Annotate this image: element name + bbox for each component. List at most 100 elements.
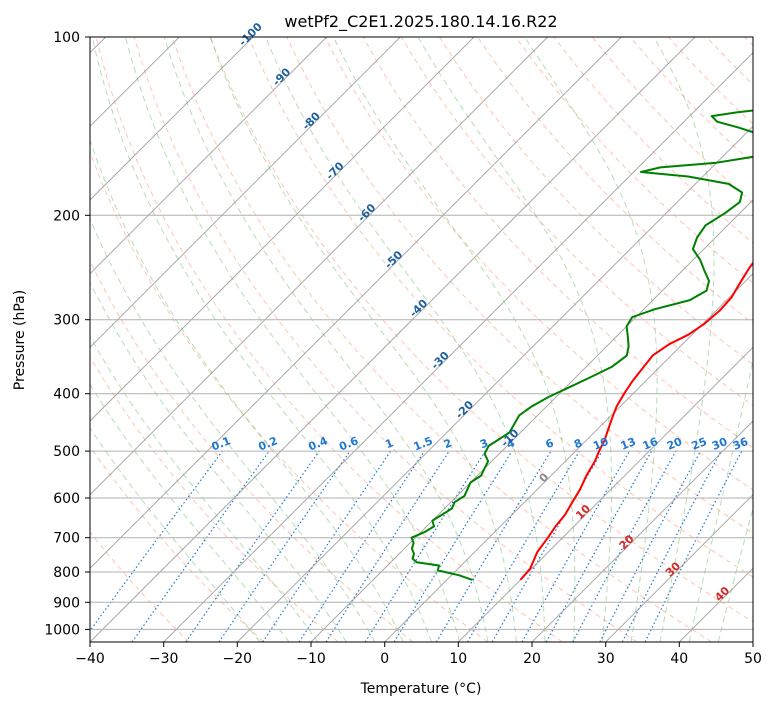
mixing-ratio-label: 1 [383, 436, 395, 451]
mixing-ratio-line [298, 450, 425, 642]
dry-adiabat-line [400, 37, 753, 407]
x-tick-label: −30 [149, 651, 179, 667]
x-tick-label: 20 [523, 651, 541, 667]
y-tick-label: 1000 [44, 622, 80, 638]
dry-adiabat-line [171, 37, 712, 642]
moist-adiabat-line [524, 37, 658, 642]
x-tick-label: 30 [597, 651, 615, 667]
isotherm-line [90, 37, 622, 570]
sounding-series [410, 109, 753, 581]
x-tick-label: −20 [223, 651, 253, 667]
dry-adiabat-line [95, 37, 563, 642]
dry-adiabat-line [438, 37, 753, 366]
mixing-ratio-line [545, 450, 653, 642]
x-tick-label: 50 [744, 651, 762, 667]
mixing-ratio-line [393, 450, 513, 642]
moist-adiabat-line [90, 281, 347, 642]
temperature-profile-line [519, 261, 753, 581]
moist-adiabat-line [332, 37, 576, 642]
isotherm-line [90, 37, 475, 422]
dry-adiabat-line [90, 531, 190, 642]
mixing-ratio-lines [90, 450, 743, 642]
y-axis-ticks: 100 200 300 400 500 600 700 800 900 1000 [44, 30, 90, 638]
moist-adiabat-line [90, 335, 319, 642]
mixing-ratio-line [572, 450, 677, 642]
dewpoint-profile-line [410, 109, 753, 581]
mixing-ratio-label: 30 [710, 435, 729, 453]
mixing-ratio-line [644, 450, 743, 642]
mixing-ratio-label: 3 [478, 436, 490, 451]
mixing-ratio-label: 10 [591, 435, 610, 453]
y-tick-label: 800 [53, 565, 80, 581]
moist-adiabat-line [717, 506, 753, 642]
mixing-ratio-line [218, 450, 351, 642]
mixing-ratio-line [521, 450, 631, 642]
moist-adiabat-line [417, 37, 612, 642]
isotherm-line [90, 37, 328, 275]
dry-adiabats [90, 37, 753, 642]
moist-adiabat-line [653, 37, 715, 642]
moist-adiabat-line [90, 427, 261, 642]
mixing-ratio-line [262, 450, 392, 642]
dry-adiabat-line [515, 37, 753, 284]
dry-adiabat-line [90, 356, 339, 642]
plot-area [90, 37, 753, 642]
mixing-ratio-label: 13 [619, 435, 638, 453]
dry-adiabat-line [210, 37, 753, 623]
plot-background [90, 37, 753, 642]
mixing-ratio-line [90, 450, 223, 632]
mixing-ratio-label: 20 [665, 435, 684, 453]
moist-adiabat-line [90, 383, 290, 642]
moist-adiabat-line [90, 217, 376, 642]
mixing-ratio-label: 16 [641, 435, 660, 453]
y-tick-label: 500 [53, 444, 80, 460]
y-tick-label: 400 [53, 387, 80, 403]
moist-adiabat-line [90, 138, 404, 642]
isotherm-line [752, 641, 753, 642]
isotherm-line [236, 125, 753, 642]
mixing-ratio-label: 25 [690, 435, 709, 453]
isotherm-line [605, 493, 753, 642]
moist-adiabat-line [125, 37, 461, 642]
dry-adiabat-line [90, 150, 488, 642]
mixing-ratio-line [131, 450, 270, 642]
isotherm-line [531, 420, 753, 642]
moist-adiabat-line [209, 37, 517, 642]
pressure-gridlines [90, 37, 753, 630]
y-tick-label: 700 [53, 531, 80, 547]
isotherm-line [163, 51, 753, 642]
x-tick-label: −40 [75, 651, 105, 667]
y-axis-label: Pressure (hPa) [12, 290, 28, 390]
isotherm-line [90, 37, 254, 201]
y-tick-label: 900 [53, 595, 80, 611]
y-tick-label: 200 [53, 208, 80, 224]
x-axis-ticks: −40 −30 −20 −10 0 10 20 30 40 50 [75, 642, 762, 667]
mixing-ratio-line [185, 450, 320, 642]
mixing-ratio-label: 36 [731, 435, 750, 453]
y-tick-label: 600 [53, 491, 80, 507]
x-tick-label: 40 [670, 651, 688, 667]
moist-adiabat-line [688, 358, 753, 642]
moist-adiabat-line [163, 37, 489, 642]
isotherm-line [384, 272, 753, 642]
isotherm-line [90, 37, 401, 349]
mixing-ratio-line [325, 450, 450, 642]
dry-adiabat-line [248, 37, 753, 578]
dry-adiabat-line [133, 37, 638, 642]
x-tick-label: 10 [449, 651, 467, 667]
y-tick-label: 100 [53, 30, 80, 46]
plot-frame [89, 36, 754, 643]
x-axis-label: Temperature (°C) [360, 681, 482, 697]
moist-adiabat-line [265, 37, 546, 642]
skewed-isotherms [90, 37, 753, 642]
isotherm-line [90, 37, 696, 642]
y-tick-label: 300 [53, 313, 80, 329]
isotherm-line [90, 37, 549, 496]
mixing-ratio-label: 2 [442, 436, 454, 451]
moist-adiabats [90, 37, 753, 642]
mixing-ratio-label: 8 [572, 436, 584, 451]
x-tick-label: −10 [296, 651, 326, 667]
moist-adiabat-line [91, 37, 432, 642]
chart-title: wetPf2_C2E1.2025.180.14.16.R22 [284, 12, 557, 32]
